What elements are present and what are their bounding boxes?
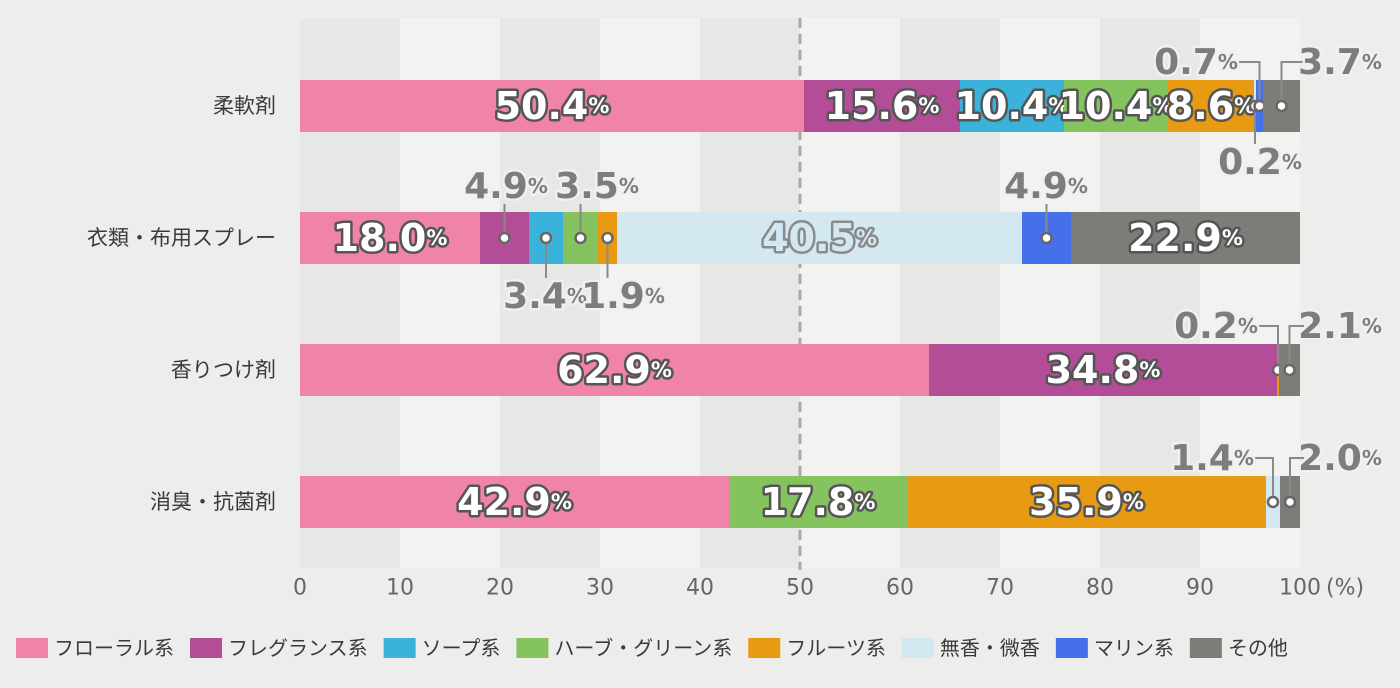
callout-dot	[601, 231, 614, 245]
x-tick-label: 70	[986, 576, 1014, 601]
callout-value-label: 2.0%	[1298, 438, 1382, 479]
x-tick-label: 50	[786, 576, 814, 601]
legend-label: マリン系	[1094, 636, 1174, 660]
bar-segment	[1064, 80, 1168, 132]
callout-value-label: 1.9%	[581, 276, 665, 317]
bar-value-label: 50.4%	[495, 84, 610, 128]
callout-leader	[1289, 457, 1304, 502]
callout-dot	[539, 231, 553, 245]
callout-value-label: 3.5%	[555, 166, 639, 207]
legend-swatch	[190, 638, 222, 658]
category-label: 消臭・抗菌剤	[150, 490, 276, 514]
category-label: 柔軟剤	[213, 94, 276, 118]
bar-segment	[1071, 212, 1300, 264]
bar-segment	[617, 212, 1022, 264]
bar-segment	[804, 80, 960, 132]
bar-value-label: 15.6%	[825, 84, 940, 128]
x-tick-label: 10	[386, 576, 414, 601]
callout-value-label: 3.7%	[1298, 42, 1382, 83]
bar-segment	[907, 476, 1266, 528]
bar-segment	[300, 344, 929, 396]
legend-label: 無香・微香	[940, 636, 1040, 660]
x-tick-label: 30	[586, 576, 614, 601]
legend-label: フルーツ系	[786, 636, 886, 660]
callout-dot	[1040, 231, 1053, 245]
callout-value-label: 4.9%	[464, 166, 548, 207]
bar-segment	[960, 80, 1064, 132]
legend-swatch	[16, 638, 48, 658]
x-tick-label: 90	[1186, 576, 1214, 601]
x-tick-label: 20	[486, 576, 514, 601]
bar-value-label: 18.0%	[333, 216, 448, 260]
bar-value-label: 35.9%	[1029, 480, 1144, 524]
callout-value-label: 1.4%	[1170, 438, 1254, 479]
category-label: 衣類・布用スプレー	[87, 226, 276, 250]
bar-segment	[729, 476, 907, 528]
bar-segment	[300, 476, 729, 528]
callout-value-label: 0.7%	[1154, 42, 1238, 83]
bar-segment	[929, 344, 1277, 396]
callout-value-label: 0.2%	[1174, 306, 1258, 347]
callout-dot	[498, 231, 511, 245]
callout-value-label: 0.2%	[1218, 142, 1302, 183]
legend-label: ハーブ・グリーン系	[554, 636, 732, 660]
callout-leader	[1288, 325, 1304, 370]
bar-segment	[1168, 80, 1254, 132]
x-tick-label: 80	[1086, 576, 1114, 601]
bar-value-label: 17.8%	[761, 480, 876, 524]
callout-dot	[1275, 99, 1288, 113]
legend-label: フローラル系	[54, 636, 174, 660]
legend-label: ソープ系	[422, 636, 501, 660]
callout-value-label: 3.4%	[503, 276, 587, 317]
legend-swatch	[516, 638, 549, 658]
callout-leader	[1254, 325, 1279, 370]
legend-swatch	[901, 638, 934, 658]
x-tick-label: 60	[886, 576, 914, 601]
bar-value-label: 62.9%	[557, 348, 672, 392]
callout-dot	[1283, 495, 1297, 509]
legend-swatch	[1055, 638, 1088, 658]
x-axis-unit: (%)	[1326, 576, 1364, 601]
legend-label: その他	[1228, 636, 1288, 660]
callout-leader	[1234, 61, 1261, 106]
callout-dot	[574, 231, 587, 245]
callout-dot	[1266, 495, 1280, 509]
x-tick-label: 40	[686, 576, 714, 601]
callout-leader	[1250, 457, 1274, 502]
callout-value-label: 4.9%	[1004, 166, 1088, 207]
x-tick-label: 0	[293, 576, 307, 601]
bar-value-label: 8.6%	[1167, 84, 1255, 128]
bar-value-label: 22.9%	[1128, 216, 1243, 260]
bar-segment	[300, 80, 804, 132]
bar-value-label: 10.4%	[955, 84, 1070, 128]
x-tick-label: 100	[1279, 576, 1321, 601]
legend-swatch	[1189, 638, 1222, 658]
bar-value-label: 40.5%	[762, 216, 877, 260]
legend-label: フレグランス系	[228, 636, 368, 660]
callout-dot	[1283, 363, 1296, 377]
callout-leader	[1280, 61, 1304, 106]
callout-value-label: 2.1%	[1298, 306, 1382, 347]
bar-value-label: 42.9%	[457, 480, 572, 524]
bar-segment	[300, 212, 480, 264]
legend-swatch	[383, 638, 416, 658]
legend-swatch	[748, 638, 781, 658]
bar-value-label: 34.8%	[1046, 348, 1161, 392]
category-label: 香りつけ剤	[171, 358, 276, 382]
